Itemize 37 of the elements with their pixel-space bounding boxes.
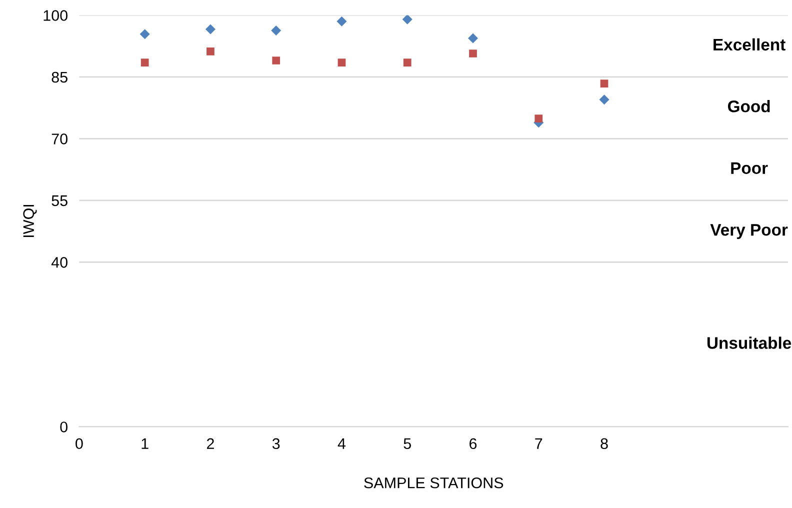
annotation: Poor [731,162,768,174]
y-axis-title: IWQI [23,204,37,237]
y-tick-label: 85 [52,72,68,83]
annotation: Unsuitable [707,336,792,349]
point [205,24,216,34]
x-tick-label: 0 [76,438,83,450]
x-tick-label: 8 [600,438,608,450]
x-tick-label: 6 [470,438,477,450]
point [469,50,477,58]
point [336,16,347,26]
point [140,29,150,40]
y-tick-label: 55 [52,195,68,206]
point [599,94,610,105]
y-tick-label: 70 [52,134,68,144]
x-tick-label: 5 [404,438,411,450]
annotation: Good [728,100,770,112]
point [402,15,412,24]
y-tick-label: 0 [60,422,68,432]
point [403,58,412,66]
y-tick-label: 100 [44,10,68,21]
x-tick-label: 1 [142,438,148,449]
x-tick-label: 3 [272,438,280,450]
x-tick-label: 2 [206,438,214,449]
point [140,58,149,66]
point [600,80,608,88]
annotation: Very Poor [710,224,788,240]
point [272,56,280,64]
point [468,33,478,44]
x-tick-label: 4 [338,438,346,449]
x-axis-title: SAMPLE STATIONS [364,477,504,488]
annotation: Excellent [714,38,786,51]
point [271,25,282,36]
y-tick-label: 40 [51,256,68,268]
point [206,48,214,56]
x-tick-label: 7 [535,438,542,449]
point [534,114,543,122]
point [338,58,346,66]
